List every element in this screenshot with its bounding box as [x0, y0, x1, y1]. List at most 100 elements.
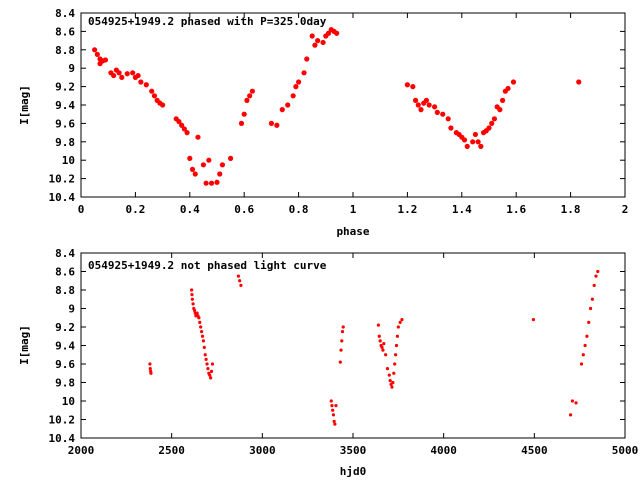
- x-tick-label: 5000: [612, 444, 639, 457]
- data-point: [585, 334, 589, 338]
- data-point: [160, 102, 166, 108]
- data-point: [331, 413, 336, 417]
- data-point: [206, 157, 212, 163]
- data-point: [228, 155, 234, 161]
- data-point: [191, 302, 195, 306]
- data-point: [400, 318, 404, 322]
- data-point: [296, 79, 302, 85]
- data-point: [587, 320, 591, 324]
- data-point: [149, 88, 155, 94]
- data-point: [497, 107, 503, 113]
- data-point: [241, 111, 247, 117]
- y-tick-label: 9: [68, 303, 75, 316]
- y-tick-label: 10.4: [49, 432, 76, 445]
- data-point: [195, 311, 199, 315]
- x-tick-label: 1.4: [452, 203, 472, 216]
- data-point: [279, 107, 285, 113]
- data-point: [398, 320, 402, 324]
- data-point: [395, 334, 400, 338]
- data-point: [329, 399, 333, 403]
- data-point: [304, 56, 310, 62]
- data-point: [569, 413, 573, 417]
- data-point: [208, 180, 215, 186]
- data-point: [387, 373, 391, 377]
- data-point: [315, 38, 321, 44]
- data-point: [340, 330, 345, 334]
- data-point: [187, 155, 193, 161]
- data-point: [423, 97, 430, 103]
- y-tick-label: 9.6: [55, 358, 75, 371]
- data-point: [505, 85, 511, 92]
- data-point: [470, 139, 476, 145]
- data-point: [404, 82, 410, 88]
- data-point: [204, 357, 208, 361]
- data-point: [338, 360, 342, 364]
- x-tick-label: 1.2: [397, 203, 417, 216]
- x-tick-label: 0.6: [234, 203, 254, 216]
- data-point: [138, 79, 144, 85]
- data-point: [111, 72, 117, 79]
- data-point: [190, 288, 194, 292]
- data-point: [377, 334, 381, 338]
- data-point: [381, 348, 385, 352]
- chart-title: 054925+1949.2 phased with P=325.0day: [88, 15, 327, 28]
- data-point: [576, 79, 582, 85]
- data-point: [209, 369, 214, 373]
- data-point: [320, 39, 326, 46]
- data-point: [500, 97, 506, 103]
- x-tick-label: 1: [350, 203, 357, 216]
- data-point: [333, 422, 337, 426]
- x-axis-title: phase: [336, 225, 369, 238]
- x-tick-label: 1.6: [506, 203, 526, 216]
- data-point: [238, 279, 242, 283]
- data-point: [590, 297, 594, 301]
- data-point: [236, 274, 240, 278]
- data-point: [190, 293, 194, 297]
- data-point: [197, 316, 201, 320]
- data-point: [201, 339, 205, 343]
- data-point: [199, 330, 204, 334]
- data-point: [415, 102, 421, 108]
- x-tick-label: 4000: [430, 444, 457, 457]
- x-tick-label: 0.4: [180, 203, 200, 216]
- data-point: [334, 404, 338, 408]
- y-tick-label: 8.8: [55, 44, 75, 57]
- data-point: [192, 171, 198, 177]
- data-point: [325, 30, 332, 36]
- data-point: [440, 111, 446, 117]
- y-tick-label: 9: [68, 62, 75, 75]
- x-tick-label: 3500: [340, 444, 367, 457]
- data-point: [464, 143, 470, 149]
- data-point: [203, 180, 209, 186]
- data-point: [301, 70, 307, 76]
- y-tick-label: 10.2: [49, 414, 76, 427]
- data-point: [588, 306, 593, 311]
- data-point: [148, 367, 152, 371]
- data-point: [312, 42, 318, 48]
- data-point: [209, 376, 213, 380]
- data-point: [268, 120, 274, 126]
- data-point: [203, 353, 207, 357]
- data-point: [181, 126, 187, 132]
- data-point: [339, 348, 343, 352]
- data-point: [202, 345, 206, 349]
- data-point: [176, 118, 182, 125]
- data-point: [478, 143, 484, 149]
- data-point: [148, 362, 152, 366]
- data-point: [244, 97, 250, 103]
- y-axis-title: I[mag]: [18, 325, 31, 365]
- phased-light-curve-panel: 0 0.2 0.4 0.6 0.8 1 1.2 1.4 1.6 1.8 2 8.4 8.6 8.8 9 9.…: [18, 7, 628, 238]
- data-point: [461, 137, 468, 143]
- data-point: [247, 93, 253, 99]
- x-tick-label: 0.2: [125, 203, 145, 216]
- data-point: [195, 134, 201, 140]
- data-point: [334, 30, 340, 36]
- data-point: [198, 320, 202, 324]
- y-tick-label: 9.4: [55, 340, 75, 353]
- data-point: [119, 74, 125, 80]
- y-ticks: 8.4 8.6 8.8 9 9.2 9.4 9.6 9.8 10 10.2 10.4: [49, 247, 625, 445]
- data-point: [376, 323, 380, 327]
- data-point: [116, 70, 122, 76]
- data-point: [206, 367, 210, 371]
